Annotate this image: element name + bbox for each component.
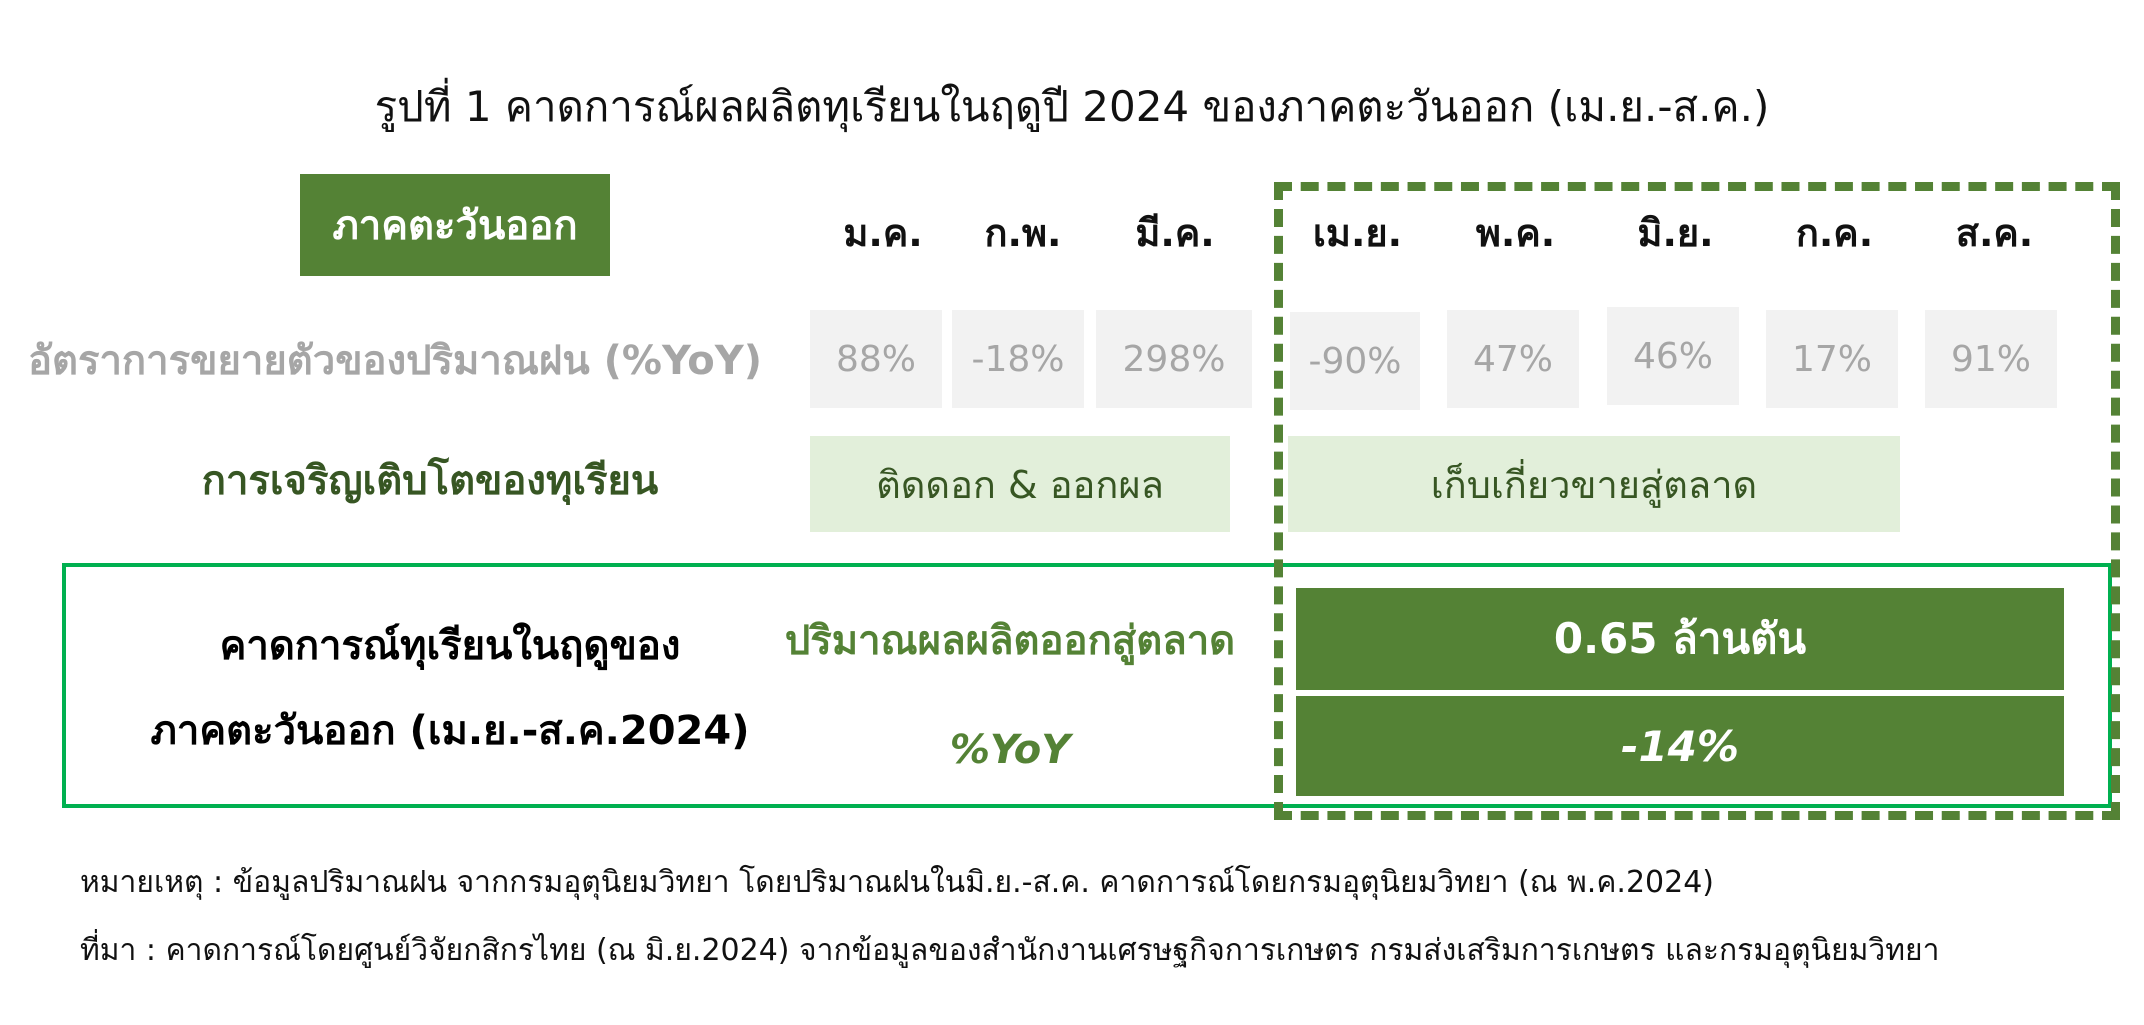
rainfall-value-jul: 17% [1766,310,1898,408]
durian-growth-label: การเจริญเติบโตของทุเรียน [201,458,659,504]
forecast-title-line1: คาดการณ์ทุเรียนในฤดูของ [219,623,681,669]
yoy-value: -14% [1296,696,2064,796]
yoy-label: %YoY [949,727,1071,773]
month-jun: มิ.ย. [1637,210,1714,255]
month-aug: ส.ค. [1955,210,2034,255]
volume-label: ปริมาณผลผลิตออกสู่ตลาด [784,618,1236,664]
month-jul: ก.ค. [1795,210,1874,255]
figure-title: รูปที่ 1 คาดการณ์ผลผลิตทุเรียนในฤดูปี 20… [374,82,1770,131]
month-mar: มี.ค. [1135,210,1215,255]
region-header: ภาคตะวันออก [300,174,610,276]
rainfall-value-jan: 88% [810,310,942,408]
rainfall-value-feb: -18% [952,310,1084,408]
stage-harvest: เก็บเกี่ยวขายสู่ตลาด [1288,436,1900,532]
rainfall-value-aug: 91% [1925,310,2057,408]
volume-value: 0.65 ล้านตัน [1296,588,2064,690]
rainfall-value-apr: -90% [1290,312,1420,410]
rainfall-value-mar: 298% [1096,310,1252,408]
month-feb: ก.พ. [984,210,1062,255]
forecast-period-highlight [1274,182,2120,820]
source-note: ที่มา : คาดการณ์โดยศูนย์วิจัยกสิกรไทย (ณ… [80,932,1940,968]
forecast-title-line2: ภาคตะวันออก (เม.ย.-ส.ค.2024) [150,708,750,754]
rainfall-value-may: 47% [1447,310,1579,408]
month-may: พ.ค. [1475,210,1556,255]
month-jan: ม.ค. [843,210,923,255]
rainfall-growth-label: อัตราการขยายตัวของปริมาณฝน (%YoY) [27,338,763,384]
stage-flowering-fruiting: ติดดอก & ออกผล [810,436,1230,532]
rainfall-value-jun: 46% [1607,307,1739,405]
footnote: หมายเหตุ : ข้อมูลปริมาณฝน จากกรมอุตุนิยม… [80,864,1714,900]
month-apr: เม.ย. [1312,210,1403,255]
forecast-box [62,563,2112,808]
